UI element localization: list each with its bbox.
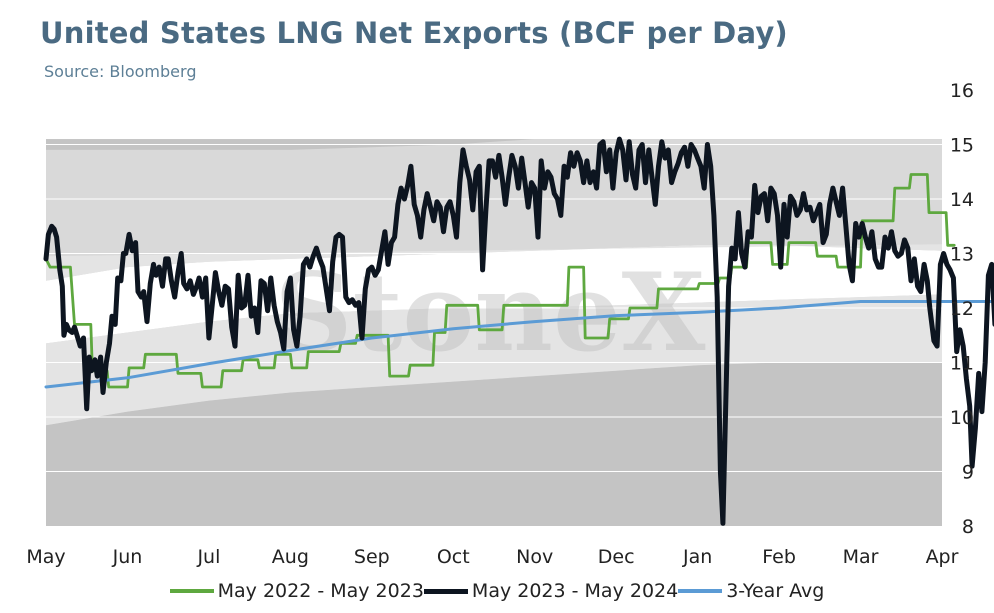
legend-swatch xyxy=(678,589,723,593)
x-axis: May Jun Jul Aug Sep Oct Nov Dec Jan Feb Mar Apr xyxy=(26,546,958,568)
x-tick-label: Aug xyxy=(272,546,309,568)
legend-label: 3-Year Avg xyxy=(726,580,825,602)
x-tick-label: May xyxy=(26,546,65,568)
y-tick-label: 13 xyxy=(950,244,974,266)
series-3-year-avg xyxy=(44,300,994,389)
x-tick-label: Jan xyxy=(682,546,712,568)
chart-subtitle: Source: Bloomberg xyxy=(44,62,197,81)
y-tick-label: 9 xyxy=(962,462,974,484)
y-tick-label: 8 xyxy=(962,516,974,538)
x-tick-label: Oct xyxy=(437,546,470,568)
x-tick-label: Apr xyxy=(926,546,959,568)
x-tick-label: Sep xyxy=(354,546,390,568)
x-tick-label: Jul xyxy=(196,546,220,568)
y-axis: 8 9 10 11 12 13 14 15 16 xyxy=(950,80,974,538)
y-tick-label: 14 xyxy=(950,189,974,211)
series-lines xyxy=(43,136,994,526)
legend-item: May 2022 - May 2023 xyxy=(169,580,424,602)
watermark-text: StoneX xyxy=(275,250,706,376)
x-tick-label: Nov xyxy=(516,546,553,568)
y-tick-label: 16 xyxy=(950,80,974,102)
legend-swatch xyxy=(423,588,468,594)
y-tick-label: 11 xyxy=(950,353,974,375)
chart-legend: May 2022 - May 2023 May 2023 - May 2024 3-… xyxy=(0,580,994,602)
x-tick-label: Mar xyxy=(843,546,879,568)
chart-title: United States LNG Net Exports (BCF per D… xyxy=(40,16,788,50)
series-may-2022-may-2023 xyxy=(44,173,956,389)
x-tick-label: Feb xyxy=(762,546,796,568)
legend-item: 3-Year Avg xyxy=(678,580,824,602)
x-tick-label: Dec xyxy=(598,546,635,568)
legend-swatch xyxy=(169,589,214,593)
legend-label: May 2022 - May 2023 xyxy=(217,580,424,602)
watermark: StoneX xyxy=(275,250,706,376)
x-tick-label: Jun xyxy=(112,546,143,568)
legend-label: May 2023 - May 2024 xyxy=(471,580,679,602)
y-tick-label: 10 xyxy=(950,407,974,429)
series-may-2023-may-2024 xyxy=(43,136,994,526)
y-tick-label: 15 xyxy=(950,135,974,157)
legend-item: May 2023 - May 2024 xyxy=(423,580,679,602)
y-tick-label: 12 xyxy=(950,298,974,320)
